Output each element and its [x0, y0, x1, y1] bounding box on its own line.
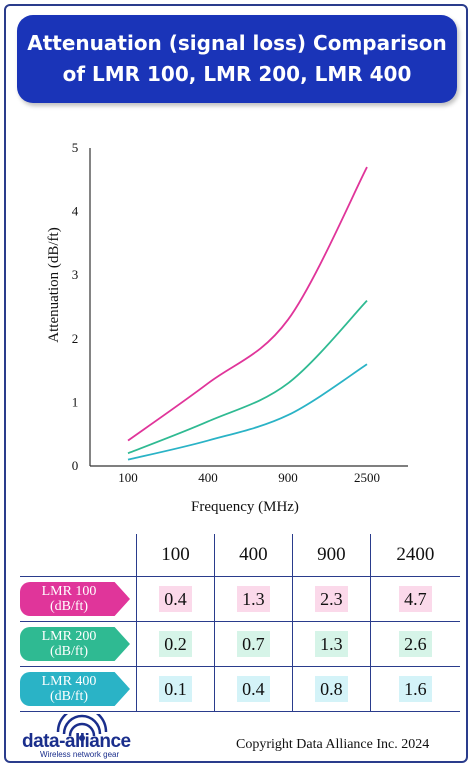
column-header: 2400	[369, 534, 460, 577]
series-line-lmr-200	[127, 300, 368, 455]
table-header-row: 100 400 900 2400	[20, 534, 460, 577]
chart-axes	[89, 148, 408, 467]
table-cell: 1.6	[399, 676, 432, 702]
y-tick-label: 1	[72, 394, 79, 409]
table-row: LMR 400 (dB/ft) 0.1 0.4 0.8 1.6	[20, 666, 460, 712]
table-cell: 0.8	[315, 676, 348, 702]
table-cell: 4.7	[399, 586, 432, 612]
table-cell: 1.3	[315, 631, 348, 657]
x-axis-label: Frequency (MHz)	[191, 499, 299, 515]
page-frame	[4, 4, 468, 763]
company-tagline: Wireless network gear	[40, 750, 120, 759]
x-tick-label: 400	[198, 470, 218, 485]
table-cell: 0.7	[237, 631, 270, 657]
table-cell: 2.6	[399, 631, 432, 657]
line-chart: 0 1 2 3 4 5 100 400 900 2500 Attenuation (dB/ft)…	[46, 140, 408, 515]
series-line-lmr-100	[127, 166, 368, 442]
attenuation-table: 100 400 900 2400 LMR 100 (dB/ft) 0.4 1.3 …	[20, 534, 460, 712]
table-cell: 0.2	[159, 631, 192, 657]
table-cell: 0.4	[159, 586, 192, 612]
copyright-text: Copyright Data Alliance Inc. 2024	[236, 737, 430, 752]
y-tick-label: 4	[72, 204, 79, 219]
column-header: 100	[136, 534, 215, 577]
chart-title: Attenuation (signal loss) Comparison of …	[17, 15, 457, 103]
row-label-cell: LMR 400 (dB/ft)	[20, 666, 137, 712]
table-cell: 0.4	[237, 676, 270, 702]
row-label-cell: LMR 200 (dB/ft)	[20, 621, 137, 667]
wifi-logo-icon	[56, 714, 108, 741]
y-tick-label: 3	[72, 267, 79, 282]
x-tick-label: 900	[278, 470, 298, 485]
table-corner-cell	[20, 534, 137, 577]
x-tick-label: 2500	[354, 470, 380, 485]
column-header: 900	[291, 534, 371, 577]
lmr400-tag: LMR 400 (dB/ft)	[20, 672, 130, 706]
x-tick-labels: 100 400 900 2500	[118, 470, 380, 485]
row-label-cell: LMR 100 (dB/ft)	[20, 576, 137, 622]
y-tick-label: 2	[72, 331, 79, 346]
company-logo: data-alliance	[22, 731, 131, 752]
series-line-lmr-400	[127, 363, 368, 461]
table-cell: 1.3	[237, 586, 270, 612]
lmr200-tag: LMR 200 (dB/ft)	[20, 627, 130, 661]
x-tick-label: 100	[118, 470, 138, 485]
table-cell: 0.1	[159, 676, 192, 702]
y-tick-labels: 0 1 2 3 4 5	[72, 140, 79, 473]
column-header: 400	[213, 534, 293, 577]
y-tick-label: 5	[72, 140, 79, 155]
table-row: LMR 200 (dB/ft) 0.2 0.7 1.3 2.6	[20, 621, 460, 667]
y-tick-label: 0	[72, 458, 79, 473]
series-lines	[127, 166, 368, 461]
lmr100-tag: LMR 100 (dB/ft)	[20, 582, 130, 616]
y-axis-label: Attenuation (dB/ft)	[46, 227, 62, 342]
table-row: LMR 100 (dB/ft) 0.4 1.3 2.3 4.7	[20, 576, 460, 622]
table-cell: 2.3	[315, 586, 348, 612]
